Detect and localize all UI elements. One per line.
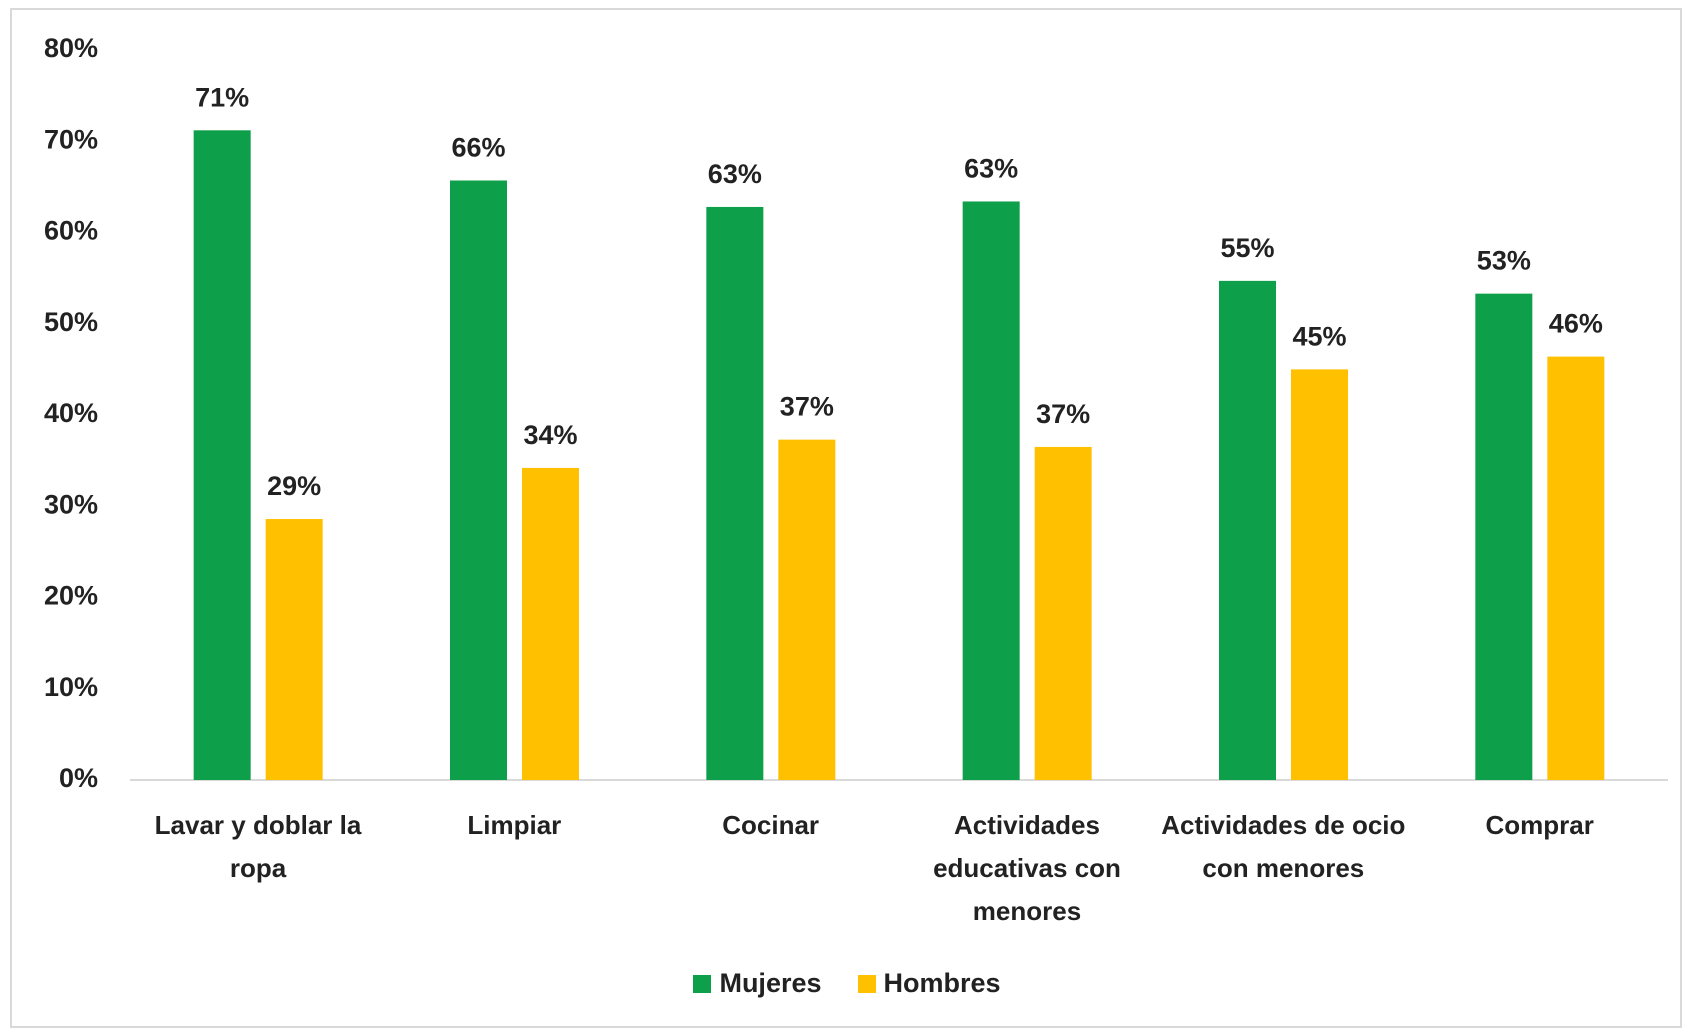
- bar: [962, 201, 1020, 781]
- data-label: 53%: [1477, 246, 1531, 276]
- x-tick-label: Actividades educativas con menores: [933, 810, 1121, 926]
- data-label: 37%: [780, 392, 834, 422]
- y-tick-label: 80%: [44, 33, 98, 63]
- data-label: 63%: [708, 159, 762, 189]
- y-tick-label: 70%: [44, 124, 98, 154]
- data-label: 34%: [523, 420, 577, 450]
- y-tick-label: 60%: [44, 216, 98, 246]
- x-tick-label: Limpiar: [467, 810, 562, 840]
- bar: [706, 206, 764, 780]
- bar: [1475, 293, 1533, 780]
- data-label: 37%: [1036, 399, 1090, 429]
- y-tick-label: 20%: [44, 581, 98, 611]
- data-label: 29%: [267, 471, 321, 501]
- legend-item: Mujeres: [693, 968, 822, 999]
- data-label: 45%: [1292, 321, 1346, 351]
- legend-swatch: [693, 974, 712, 993]
- x-tick-label: Actividades de ocio con menores: [1161, 810, 1406, 883]
- y-tick-label: 30%: [44, 489, 98, 519]
- legend: Mujeres Hombres: [0, 968, 1694, 999]
- x-tick-label: Cocinar: [722, 810, 820, 840]
- y-tick-label: 40%: [44, 398, 98, 428]
- x-tick-label: Lavar y doblar la ropa: [154, 810, 362, 883]
- legend-item: Hombres: [857, 968, 1001, 999]
- y-tick-label: 50%: [44, 307, 98, 337]
- y-tick-label: 10%: [44, 672, 98, 702]
- bar: [522, 467, 579, 780]
- bar: [193, 130, 251, 781]
- legend-label: Hombres: [883, 968, 1001, 998]
- data-label: 66%: [451, 132, 505, 162]
- bar: [1034, 446, 1092, 780]
- data-label: 63%: [964, 153, 1018, 183]
- bar: [1219, 280, 1276, 780]
- bar: [1547, 356, 1605, 780]
- legend-swatch: [857, 974, 876, 993]
- bar: [450, 180, 507, 781]
- chart-frame: [10, 8, 1682, 1028]
- data-label: 71%: [195, 82, 249, 112]
- bar: [265, 519, 323, 780]
- data-label: 55%: [1220, 233, 1274, 263]
- data-label: 46%: [1549, 309, 1603, 339]
- bar: [1291, 369, 1348, 780]
- x-tick-label: Comprar: [1485, 810, 1594, 840]
- bar: [778, 439, 836, 780]
- legend-label: Mujeres: [719, 968, 822, 998]
- y-tick-label: 0%: [59, 763, 98, 793]
